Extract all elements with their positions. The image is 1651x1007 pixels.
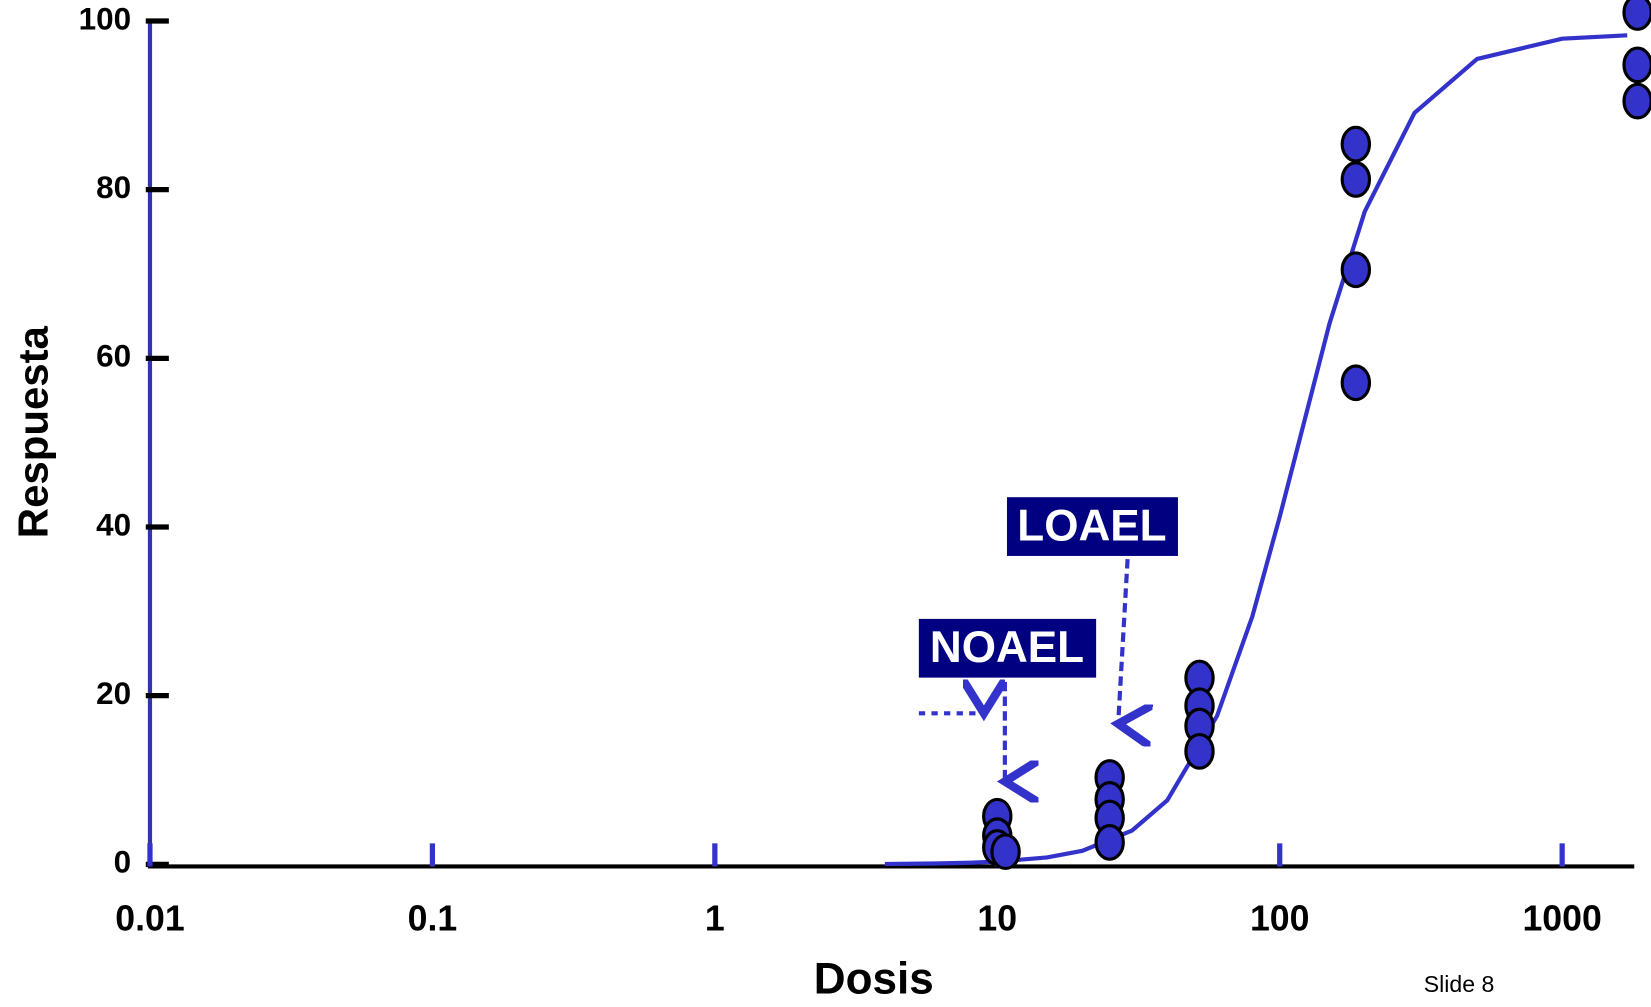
y-axis-label: Respuesta (10, 325, 57, 538)
y-tick-label: 20 (96, 676, 131, 711)
data-point (1184, 732, 1215, 770)
y-tick-label: 0 (114, 845, 131, 880)
x-tick-label: 1000 (1522, 898, 1601, 938)
slide-number: Slide 8 (1424, 971, 1495, 997)
data-point (1622, 82, 1651, 120)
annotation: NOAEL (930, 623, 1084, 672)
x-tick-label: 1 (705, 898, 725, 938)
data-point (1094, 824, 1125, 861)
data-point (1340, 161, 1372, 198)
annotation-box (918, 618, 1097, 678)
y-tick-label: 60 (96, 339, 131, 374)
annotation-box (1006, 497, 1178, 556)
annotation: LOAEL (1017, 501, 1166, 550)
data-point (1340, 251, 1372, 289)
data-point (1622, 46, 1651, 84)
arrow (1118, 558, 1127, 724)
x-tick-label: 0.01 (115, 898, 184, 938)
data-point (1340, 364, 1372, 402)
x-tick-label: 10 (977, 898, 1017, 938)
y-tick-label: 80 (96, 170, 131, 205)
x-tick-label: 0.1 (408, 898, 458, 938)
x-tick-label: 100 (1250, 898, 1310, 938)
fit-curve (884, 33, 1628, 867)
data-point (1340, 125, 1372, 163)
data-point (1622, 0, 1651, 31)
data-point (990, 833, 1021, 871)
x-axis-label: Dosis (814, 954, 934, 1003)
y-tick-label: 100 (79, 1, 131, 36)
y-tick-label: 40 (96, 507, 131, 542)
